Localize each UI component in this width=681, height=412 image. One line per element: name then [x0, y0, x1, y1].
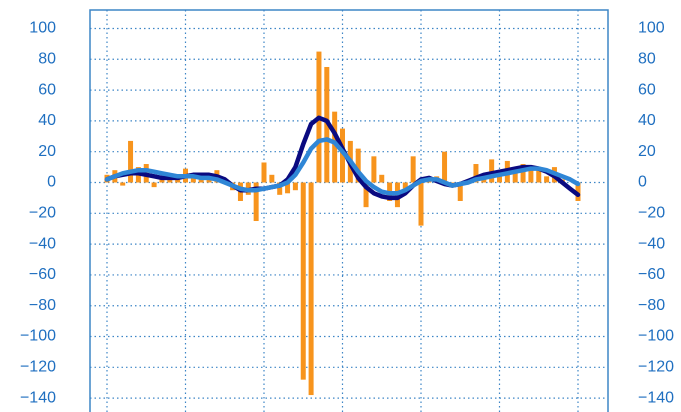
y-tick-label: −140 — [20, 389, 56, 406]
y-tick-label: −80 — [29, 297, 56, 314]
bar — [277, 182, 283, 195]
y2-tick-label: 80 — [638, 51, 656, 68]
y2-tick-label: −80 — [638, 297, 665, 314]
y2-tick-label: 20 — [638, 143, 656, 160]
y2-tick-label: 60 — [638, 81, 656, 98]
y-tick-label: −20 — [29, 205, 56, 222]
y2-tick-label: −60 — [638, 266, 665, 283]
y2-tick-label: −100 — [638, 328, 674, 345]
bar — [261, 162, 267, 183]
bar — [457, 182, 463, 201]
bar — [489, 159, 495, 183]
bar — [120, 182, 126, 186]
y2-tick-label: −140 — [638, 389, 674, 406]
bar — [269, 174, 275, 183]
y-tick-label: 100 — [29, 20, 56, 37]
y-tick-label: 80 — [38, 51, 56, 68]
bar — [308, 182, 314, 396]
bar — [285, 182, 291, 194]
y-tick-label: −100 — [20, 328, 56, 345]
bar — [575, 182, 581, 201]
y-tick-label: −40 — [29, 235, 56, 252]
vertical-grid — [106, 10, 579, 412]
bar — [371, 156, 377, 183]
bar — [355, 148, 361, 183]
y-tick-label: −120 — [20, 359, 56, 376]
bar — [410, 156, 416, 183]
y2-tick-label: −40 — [638, 235, 665, 252]
y2-tick-label: 100 — [638, 20, 665, 37]
bar — [363, 182, 369, 208]
bar — [536, 167, 542, 183]
line — [104, 137, 581, 196]
bar — [528, 170, 534, 183]
bar — [481, 179, 487, 183]
bar — [300, 182, 306, 380]
bar — [544, 176, 550, 183]
bar — [190, 176, 196, 183]
y2-tick-label: −20 — [638, 205, 665, 222]
bar — [379, 174, 385, 183]
bar — [402, 182, 408, 189]
y-tick-label: 0 — [47, 174, 56, 191]
bar — [128, 140, 134, 183]
bar — [159, 177, 165, 183]
bar — [418, 182, 424, 226]
y-tick-label: 40 — [38, 112, 56, 129]
bar — [512, 170, 518, 183]
bar — [253, 182, 259, 222]
bar — [473, 164, 479, 183]
y-tick-label: 20 — [38, 143, 56, 160]
bar — [520, 164, 526, 183]
y2-tick-label: 40 — [638, 112, 656, 129]
bar — [332, 111, 338, 183]
bar — [497, 174, 502, 183]
bar — [292, 182, 298, 191]
y2-tick-label: −120 — [638, 359, 674, 376]
bar — [340, 128, 345, 183]
y2-tick-label: 0 — [638, 174, 647, 191]
bar — [442, 151, 448, 183]
bar — [151, 182, 157, 188]
y-tick-label: 60 — [38, 81, 56, 98]
bar — [175, 177, 181, 183]
bar — [206, 177, 212, 183]
y-tick-label: −60 — [29, 266, 56, 283]
plot-frame — [89, 9, 609, 412]
